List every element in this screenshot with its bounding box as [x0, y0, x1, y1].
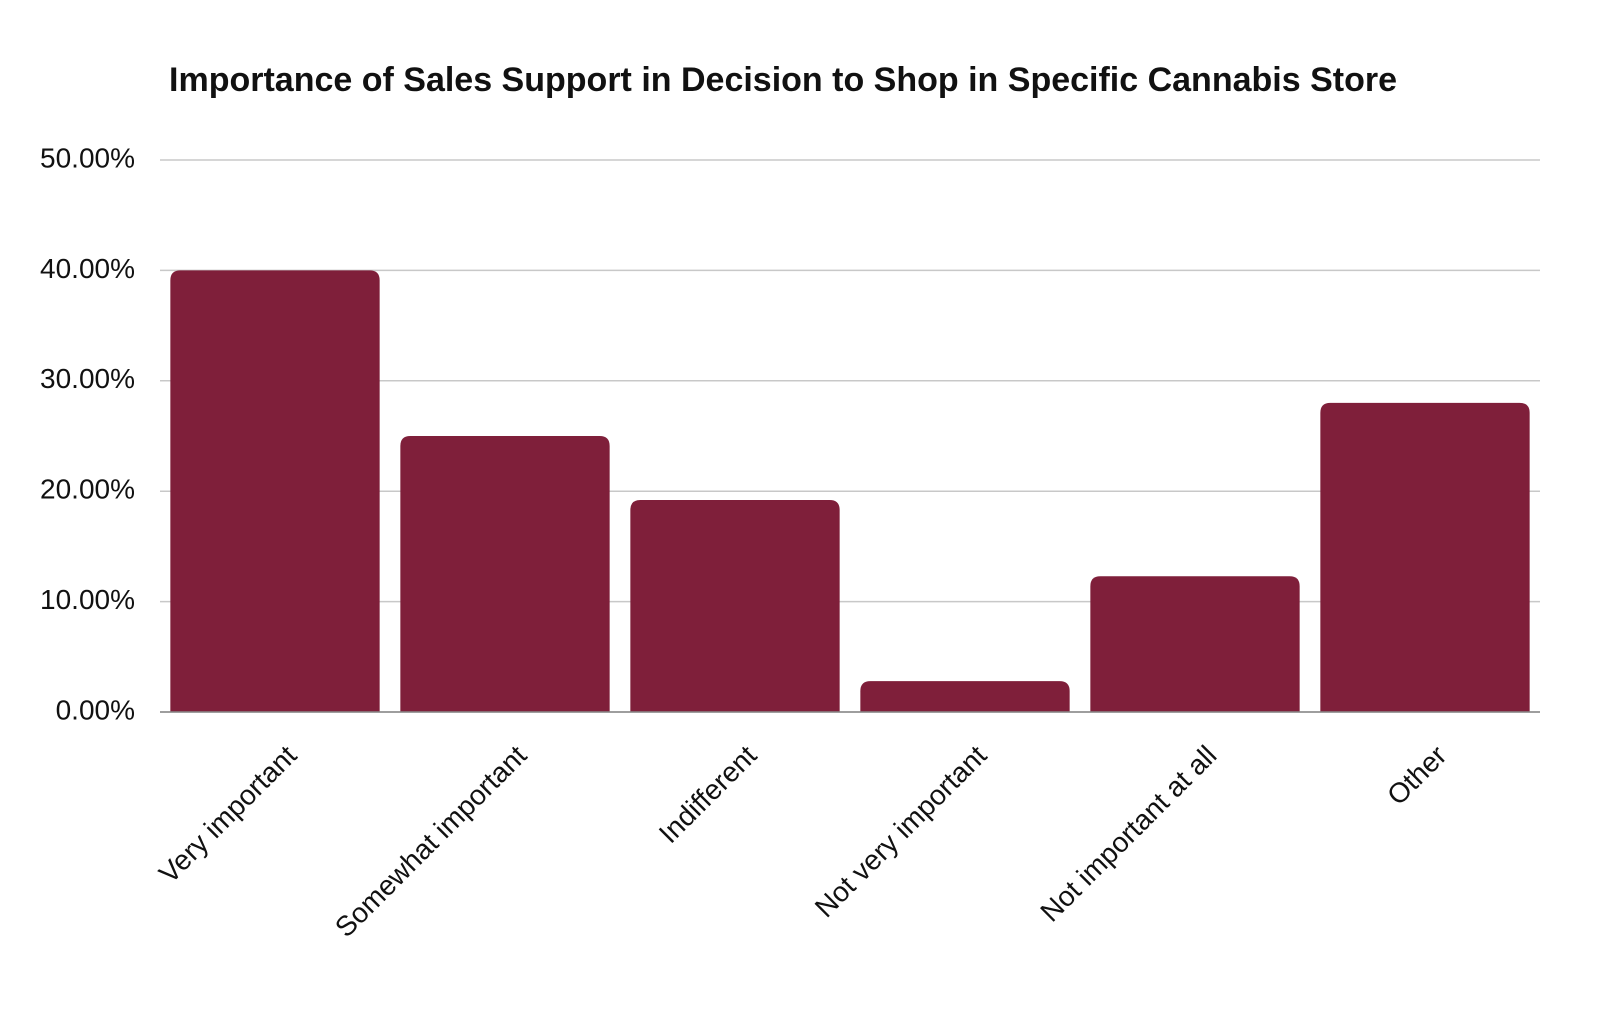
x-tick-label: Somewhat important [329, 739, 533, 943]
y-tick-label: 0.00% [56, 694, 135, 725]
x-tick-label: Not very important [809, 739, 993, 923]
y-tick-label: 40.00% [40, 253, 135, 284]
bar [1320, 402, 1530, 712]
bar [170, 270, 380, 712]
x-tick-label: Other [1381, 740, 1452, 811]
x-tick-label: Not important at all [1034, 740, 1222, 928]
x-tick-label: Very important [153, 739, 303, 889]
bar [1090, 576, 1300, 712]
bar [400, 436, 610, 712]
bar [630, 500, 840, 712]
y-tick-label: 10.00% [40, 584, 135, 615]
bar [860, 681, 1070, 712]
chart-title: Importance of Sales Support in Decision … [169, 61, 1397, 99]
y-tick-label: 50.00% [40, 142, 135, 173]
x-tick-label: Indifferent [653, 739, 763, 849]
y-tick-label: 30.00% [40, 363, 135, 394]
y-tick-label: 20.00% [40, 474, 135, 505]
